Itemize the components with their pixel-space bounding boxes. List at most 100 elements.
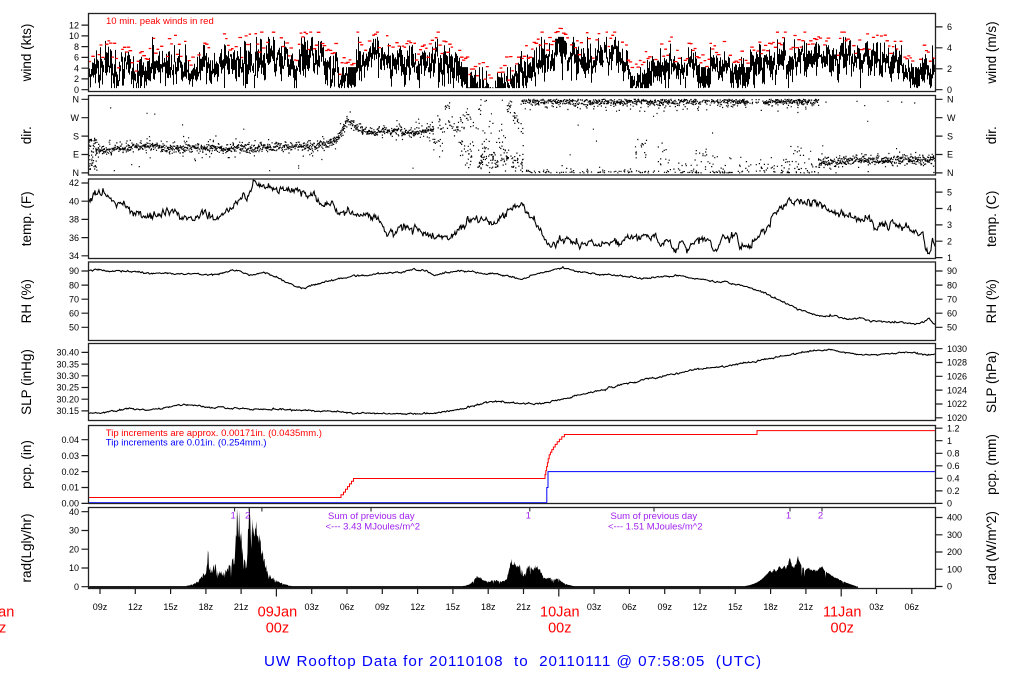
svg-text:30.40: 30.40 <box>56 348 79 358</box>
svg-text:00z: 00z <box>266 621 289 637</box>
svg-text:60: 60 <box>947 308 957 318</box>
svg-text:4: 4 <box>74 63 79 73</box>
svg-text:1.2: 1.2 <box>947 423 960 433</box>
svg-text:2: 2 <box>947 64 952 74</box>
svg-text:0: 0 <box>74 582 79 592</box>
svg-text:10: 10 <box>69 31 79 41</box>
svg-text:dir.: dir. <box>984 126 999 144</box>
svg-text:21z: 21z <box>799 602 814 612</box>
svg-text:03z: 03z <box>587 602 602 612</box>
svg-text:80: 80 <box>947 280 957 290</box>
svg-text:20: 20 <box>69 544 79 554</box>
svg-text:12: 12 <box>69 20 79 30</box>
svg-text:10Jan: 10Jan <box>540 604 580 620</box>
svg-text:UW Rooftop Data for 20110108: UW Rooftop Data for 20110108 to 20110111… <box>264 653 762 670</box>
svg-text:N: N <box>73 168 80 178</box>
svg-text:15z: 15z <box>163 602 178 612</box>
svg-text:60: 60 <box>69 308 79 318</box>
svg-text:18z: 18z <box>199 602 214 612</box>
svg-text:0: 0 <box>947 85 952 95</box>
svg-text:RH (%): RH (%) <box>984 279 999 323</box>
svg-text:1024: 1024 <box>947 385 967 395</box>
svg-text:1030: 1030 <box>947 344 967 354</box>
svg-text:8: 8 <box>74 42 79 52</box>
svg-text:18z: 18z <box>763 602 778 612</box>
svg-text:0.01: 0.01 <box>61 483 79 493</box>
svg-text:1: 1 <box>947 436 952 446</box>
svg-text:30.25: 30.25 <box>56 383 79 393</box>
svg-text:0.03: 0.03 <box>61 451 79 461</box>
svg-text:06z: 06z <box>905 602 920 612</box>
svg-text:10: 10 <box>69 563 79 573</box>
svg-text:30.35: 30.35 <box>56 359 79 369</box>
svg-text:00z: 00z <box>548 621 571 637</box>
svg-text:36: 36 <box>69 233 79 243</box>
svg-text:<--- 3.43 MJoules/m^2: <--- 3.43 MJoules/m^2 <box>326 522 420 533</box>
svg-text:0.4: 0.4 <box>947 474 960 484</box>
svg-text:pcp. (mm): pcp. (mm) <box>984 434 999 495</box>
svg-text:40: 40 <box>69 507 79 517</box>
svg-text:200: 200 <box>947 547 962 557</box>
svg-text:N: N <box>73 95 80 105</box>
svg-text:1: 1 <box>230 510 235 521</box>
svg-text:E: E <box>73 150 79 160</box>
svg-text:wind (kts): wind (kts) <box>19 24 34 83</box>
svg-text:5: 5 <box>947 187 952 197</box>
svg-text:34: 34 <box>69 251 79 261</box>
svg-text:09Jan: 09Jan <box>258 604 298 620</box>
svg-text:30.20: 30.20 <box>56 394 79 404</box>
svg-text:6: 6 <box>947 22 952 32</box>
svg-text:4: 4 <box>947 204 952 214</box>
svg-text:21z: 21z <box>234 602 249 612</box>
svg-text:Tip increments are 0.01in. (0.: Tip increments are 0.01in. (0.254mm.) <box>106 438 267 449</box>
svg-text:100: 100 <box>947 565 962 575</box>
svg-text:SLP (hPa): SLP (hPa) <box>984 351 999 413</box>
svg-text:E: E <box>947 150 953 160</box>
svg-text:12z: 12z <box>693 602 708 612</box>
svg-text:1022: 1022 <box>947 399 967 409</box>
svg-text:S: S <box>73 131 79 141</box>
svg-text:06z: 06z <box>340 602 355 612</box>
svg-text:Tip increments are approx. 0.0: Tip increments are approx. 0.00171in. (0… <box>106 428 322 439</box>
svg-text:0.02: 0.02 <box>61 467 79 477</box>
svg-text:12z: 12z <box>128 602 143 612</box>
svg-text:70: 70 <box>69 294 79 304</box>
svg-text:1020: 1020 <box>947 413 967 423</box>
svg-text:50: 50 <box>947 323 957 333</box>
svg-text:18z: 18z <box>481 602 496 612</box>
svg-text:03z: 03z <box>869 602 884 612</box>
svg-text:temp. (F): temp. (F) <box>19 191 34 246</box>
svg-text:0.6: 0.6 <box>947 461 960 471</box>
svg-text:06z: 06z <box>622 602 637 612</box>
svg-text:dir.: dir. <box>19 126 34 144</box>
svg-text:pcp. (in): pcp. (in) <box>19 440 34 489</box>
svg-text:70: 70 <box>947 294 957 304</box>
svg-text:03z: 03z <box>304 602 319 612</box>
svg-text:temp. (C): temp. (C) <box>984 191 999 247</box>
svg-text:80: 80 <box>69 280 79 290</box>
svg-text:<--- 1.51 MJoules/m^2: <--- 1.51 MJoules/m^2 <box>608 522 702 533</box>
svg-text:0.00: 0.00 <box>61 499 79 509</box>
svg-text:30: 30 <box>69 526 79 536</box>
svg-text:S: S <box>947 131 953 141</box>
svg-text:50: 50 <box>69 323 79 333</box>
svg-text:W: W <box>947 113 956 123</box>
svg-text:rad (W/m^2): rad (W/m^2) <box>984 511 999 585</box>
svg-text:1: 1 <box>786 510 791 521</box>
svg-text:21z: 21z <box>516 602 531 612</box>
svg-text:RH (%): RH (%) <box>19 279 34 323</box>
svg-text:40: 40 <box>69 196 79 206</box>
svg-text:12z: 12z <box>410 602 425 612</box>
svg-text:10 min. peak winds in red: 10 min. peak winds in red <box>106 16 214 27</box>
svg-text:42: 42 <box>69 178 79 188</box>
svg-text:2: 2 <box>74 74 79 84</box>
svg-text:N: N <box>947 95 954 105</box>
svg-text:1: 1 <box>947 253 952 263</box>
svg-text:wind (m/s): wind (m/s) <box>984 21 999 84</box>
svg-text:09z: 09z <box>657 602 672 612</box>
svg-text:2: 2 <box>947 236 952 246</box>
svg-text:1028: 1028 <box>947 358 967 368</box>
svg-text:2: 2 <box>818 510 823 521</box>
svg-text:90: 90 <box>947 266 957 276</box>
svg-text:00z: 00z <box>831 621 854 637</box>
